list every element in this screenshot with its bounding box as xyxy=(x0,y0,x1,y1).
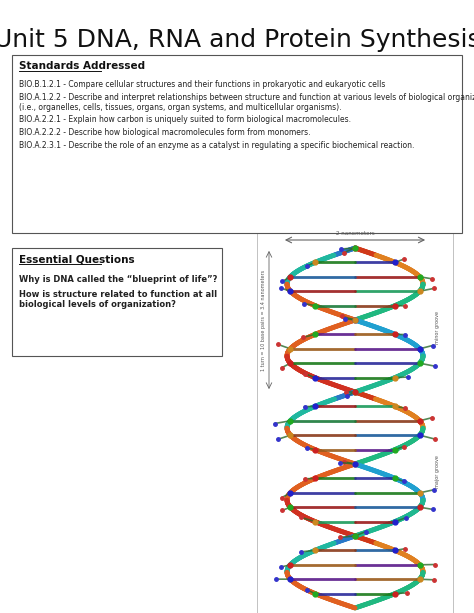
Text: 1 turn = 10 base pairs = 3.4 nanometers: 1 turn = 10 base pairs = 3.4 nanometers xyxy=(261,270,266,371)
Text: BIO.A.2.3.1 - Describe the role of an enzyme as a catalyst in regulating a speci: BIO.A.2.3.1 - Describe the role of an en… xyxy=(19,140,414,150)
Text: minor groove: minor groove xyxy=(435,311,440,344)
Text: BIO.A.1.2.2 - Describe and interpret relationships between structure and functio: BIO.A.1.2.2 - Describe and interpret rel… xyxy=(19,93,474,112)
Text: 2 nanometers: 2 nanometers xyxy=(336,231,374,236)
Text: Essential Questions: Essential Questions xyxy=(19,254,135,264)
Text: BIO.A.2.2.2 - Describe how biological macromolecules form from monomers.: BIO.A.2.2.2 - Describe how biological ma… xyxy=(19,128,310,137)
Text: BIO.B.1.2.1 - Compare cellular structures and their functions in prokaryotic and: BIO.B.1.2.1 - Compare cellular structure… xyxy=(19,80,385,89)
FancyBboxPatch shape xyxy=(257,228,453,613)
FancyBboxPatch shape xyxy=(12,55,462,233)
Text: Standards Addressed: Standards Addressed xyxy=(19,61,145,71)
Text: Why is DNA called the “blueprint of life”?: Why is DNA called the “blueprint of life… xyxy=(19,275,218,284)
FancyBboxPatch shape xyxy=(12,248,222,356)
Text: major groove: major groove xyxy=(435,455,440,487)
Text: Unit 5 DNA, RNA and Protein Synthesis: Unit 5 DNA, RNA and Protein Synthesis xyxy=(0,28,474,52)
Text: How is structure related to function at all
biological levels of organization?: How is structure related to function at … xyxy=(19,290,217,310)
Text: BIO.A.2.2.1 - Explain how carbon is uniquely suited to form biological macromole: BIO.A.2.2.1 - Explain how carbon is uniq… xyxy=(19,115,351,124)
